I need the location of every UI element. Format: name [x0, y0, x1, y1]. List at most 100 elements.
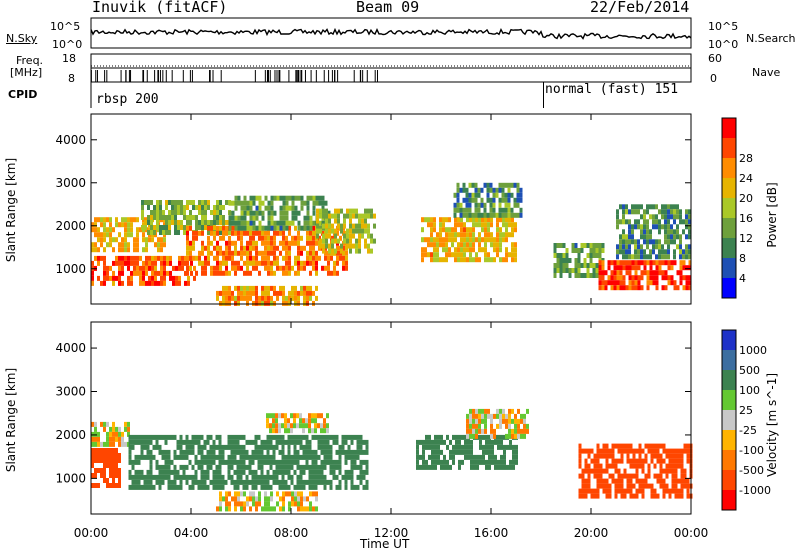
data-cell [91, 260, 94, 266]
data-cell [248, 469, 252, 475]
data-cell [255, 240, 258, 246]
data-cell [294, 501, 297, 507]
data-cell [285, 245, 288, 251]
data-cell [628, 229, 631, 235]
data-cell [676, 224, 679, 230]
data-cell [234, 205, 238, 211]
data-cell [276, 265, 279, 271]
data-cell [317, 454, 321, 460]
data-cell [306, 300, 309, 306]
data-cell [248, 479, 252, 485]
data-cell [281, 449, 285, 455]
data-cell [236, 484, 240, 490]
data-cell [489, 207, 493, 213]
data-cell [469, 423, 472, 429]
data-cell [252, 240, 255, 246]
data-cell [590, 468, 594, 474]
data-cell [449, 449, 452, 455]
data-cell [688, 260, 692, 266]
data-cell [234, 491, 237, 497]
data-cell [508, 222, 511, 228]
data-cell [512, 454, 515, 460]
data-cell [124, 247, 127, 253]
data-cell [513, 212, 517, 218]
data-cell [466, 257, 469, 263]
data-cell [269, 484, 273, 490]
data-cell [431, 464, 434, 470]
data-cell [355, 228, 358, 234]
data-cell [264, 250, 267, 256]
data-cell [213, 205, 216, 210]
data-cell [428, 454, 431, 460]
data-cell [658, 209, 661, 215]
data-cell [474, 182, 478, 188]
data-cell [264, 501, 267, 507]
data-cell [281, 423, 284, 429]
data-cell [124, 222, 127, 228]
data-cell [231, 200, 235, 206]
data-cell [272, 423, 275, 429]
data-cell [215, 434, 219, 440]
data-cell [186, 225, 189, 231]
data-cell [195, 235, 198, 241]
data-cell [288, 265, 291, 271]
data-cell [275, 423, 278, 429]
data-cell [198, 200, 201, 205]
data-cell [311, 474, 315, 480]
data-cell [646, 244, 649, 250]
data-cell [163, 270, 166, 276]
data-cell [614, 493, 618, 499]
data-cell [261, 290, 264, 296]
data-cell [275, 474, 279, 480]
data-cell [240, 215, 244, 221]
data-cell [483, 207, 487, 213]
data-cell [248, 454, 252, 460]
data-cell [431, 444, 434, 450]
data-cell [206, 454, 210, 460]
data-cell [640, 224, 643, 230]
data-cell [239, 444, 243, 450]
data-cell [291, 290, 294, 296]
data-cell [215, 474, 219, 480]
data-cell [499, 232, 502, 238]
data-cell [149, 459, 153, 465]
data-cell [325, 233, 328, 239]
data-cell [490, 217, 493, 223]
data-cell [664, 254, 667, 260]
data-cell [508, 217, 511, 223]
data-cell [272, 449, 276, 455]
data-cell [455, 434, 458, 440]
data-cell [179, 444, 183, 450]
data-cell [173, 484, 177, 490]
data-cell [661, 254, 664, 260]
data-cell [362, 474, 366, 480]
data-cell [216, 245, 219, 251]
data-cell [458, 449, 461, 455]
data-cell [315, 195, 319, 201]
data-cell [655, 265, 659, 271]
data-cell [466, 413, 469, 419]
colorbar-segment [722, 178, 736, 198]
data-cell [484, 247, 487, 253]
data-cell [510, 212, 514, 218]
data-cell [339, 235, 342, 241]
data-cell [475, 428, 478, 434]
data-cell [501, 197, 505, 203]
data-cell [294, 270, 297, 276]
data-cell [103, 453, 106, 458]
colorbar-tick-label: -500 [739, 464, 764, 477]
data-cell [234, 240, 237, 246]
data-cell [160, 237, 163, 243]
data-cell [608, 483, 612, 489]
data-cell [204, 255, 207, 261]
data-cell [246, 501, 249, 507]
data-cell [264, 225, 268, 231]
data-cell [422, 459, 425, 465]
data-cell [478, 423, 481, 429]
data-cell [565, 248, 569, 253]
data-cell [191, 479, 195, 485]
data-cell [316, 228, 319, 234]
data-cell [344, 479, 348, 485]
data-cell [322, 238, 325, 244]
data-cell [317, 444, 321, 450]
